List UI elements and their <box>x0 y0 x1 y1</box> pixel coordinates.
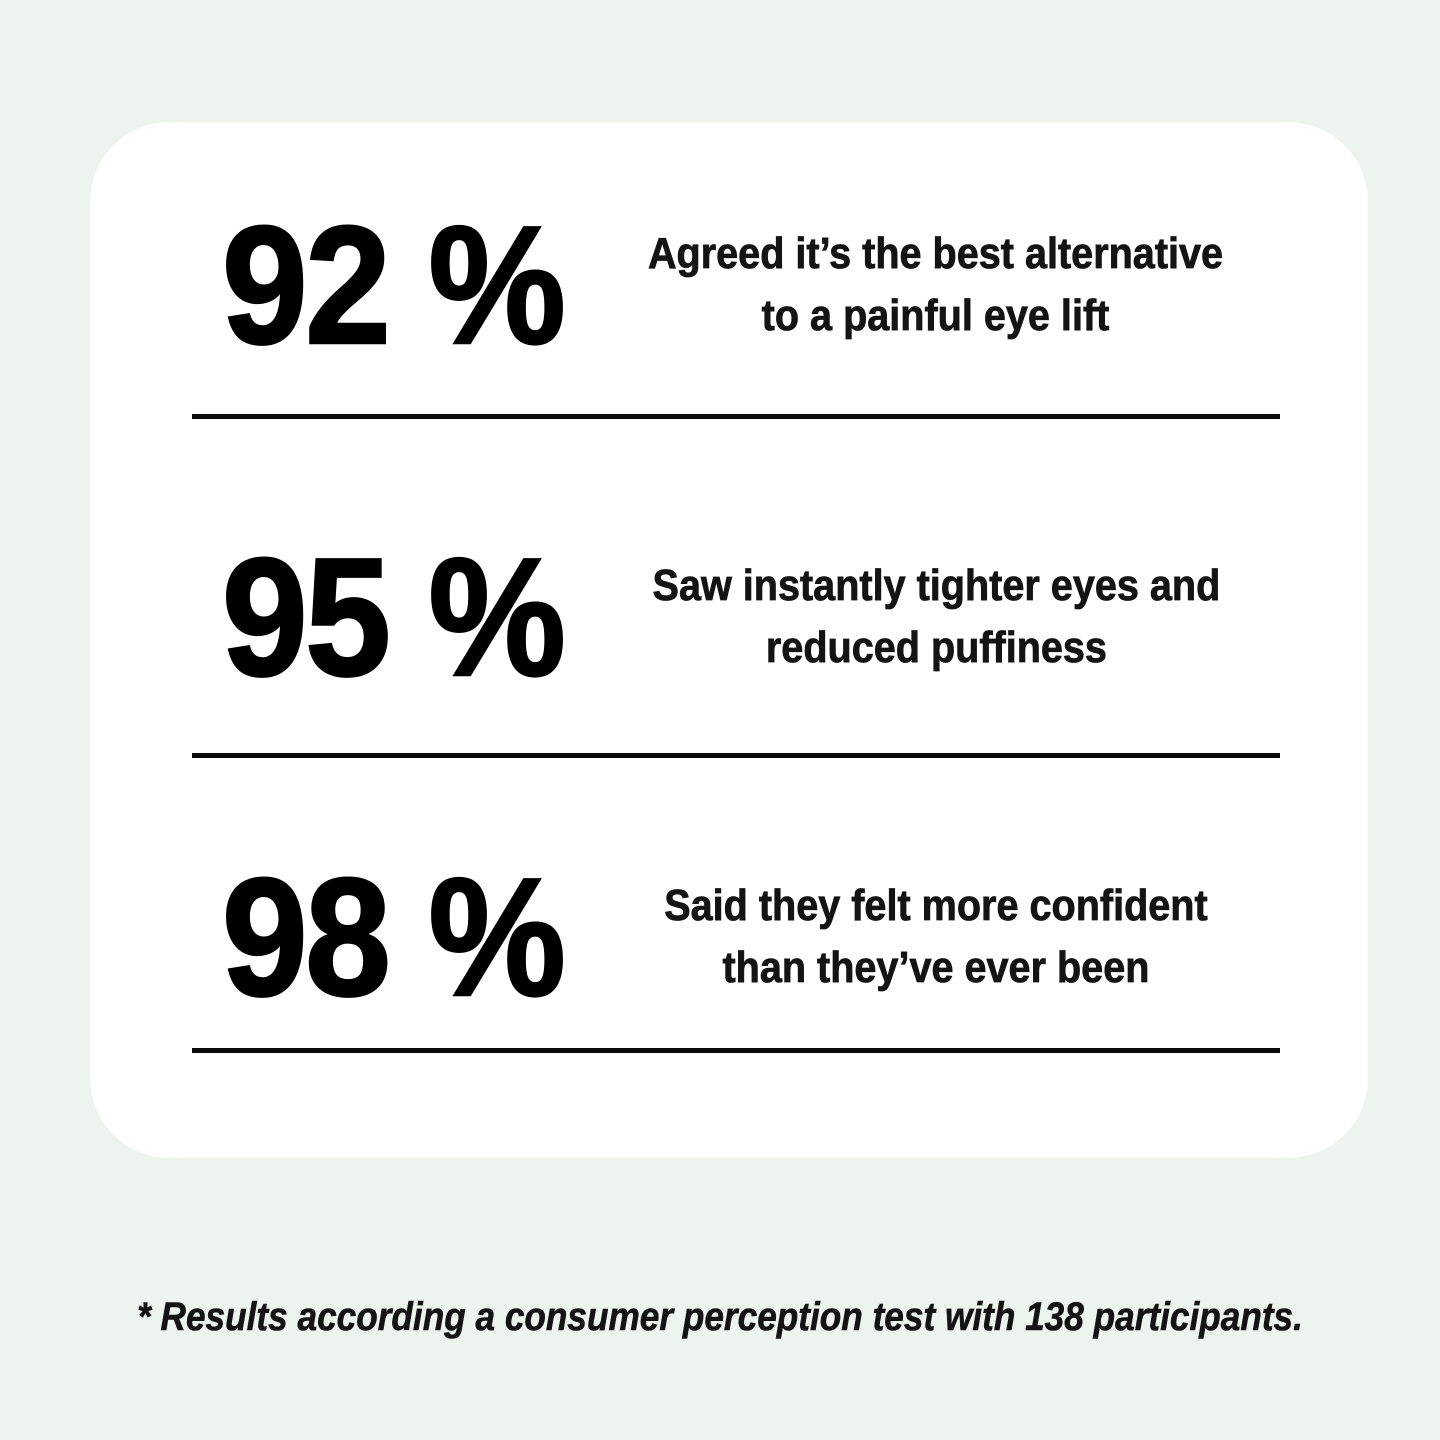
stat-value: 98 % <box>220 843 566 1031</box>
stat-description-column: Agreed it’s the best alternative to a pa… <box>592 223 1280 348</box>
stat-row-3: 98 % Said they felt more confident than … <box>192 822 1280 1052</box>
stat-row-2: 95 % Saw instantly tighter eyes and redu… <box>192 502 1280 732</box>
stat-row-1: 92 % Agreed it’s the best alternative to… <box>192 170 1280 400</box>
stat-description-line-2: to a painful eye lift <box>762 291 1110 341</box>
stat-value: 92 % <box>220 191 566 379</box>
stat-description-column: Saw instantly tighter eyes and reduced p… <box>592 555 1280 680</box>
stat-description-line-1: Agreed it’s the best alternative <box>648 228 1224 278</box>
divider <box>192 414 1280 419</box>
stats-card: 92 % Agreed it’s the best alternative to… <box>90 122 1368 1158</box>
stat-description-line-2: than they’ve ever been <box>722 943 1150 993</box>
stat-description: Said they felt more confident than they’… <box>664 875 1208 1000</box>
stat-description: Saw instantly tighter eyes and reduced p… <box>652 555 1220 680</box>
footnote: * Results according a consumer perceptio… <box>137 1295 1303 1340</box>
stat-description-column: Said they felt more confident than they’… <box>592 875 1280 1000</box>
stat-description: Agreed it’s the best alternative to a pa… <box>648 223 1224 348</box>
stat-value-column: 98 % <box>192 843 592 1031</box>
stat-description-line-2: reduced puffiness <box>765 623 1107 673</box>
stat-value-column: 95 % <box>192 523 592 711</box>
stat-description-line-1: Saw instantly tighter eyes and <box>652 560 1220 610</box>
stat-value-column: 92 % <box>192 191 592 379</box>
divider <box>192 753 1280 758</box>
stat-value: 95 % <box>220 523 566 711</box>
stat-description-line-1: Said they felt more confident <box>664 880 1208 930</box>
divider <box>192 1048 1280 1053</box>
